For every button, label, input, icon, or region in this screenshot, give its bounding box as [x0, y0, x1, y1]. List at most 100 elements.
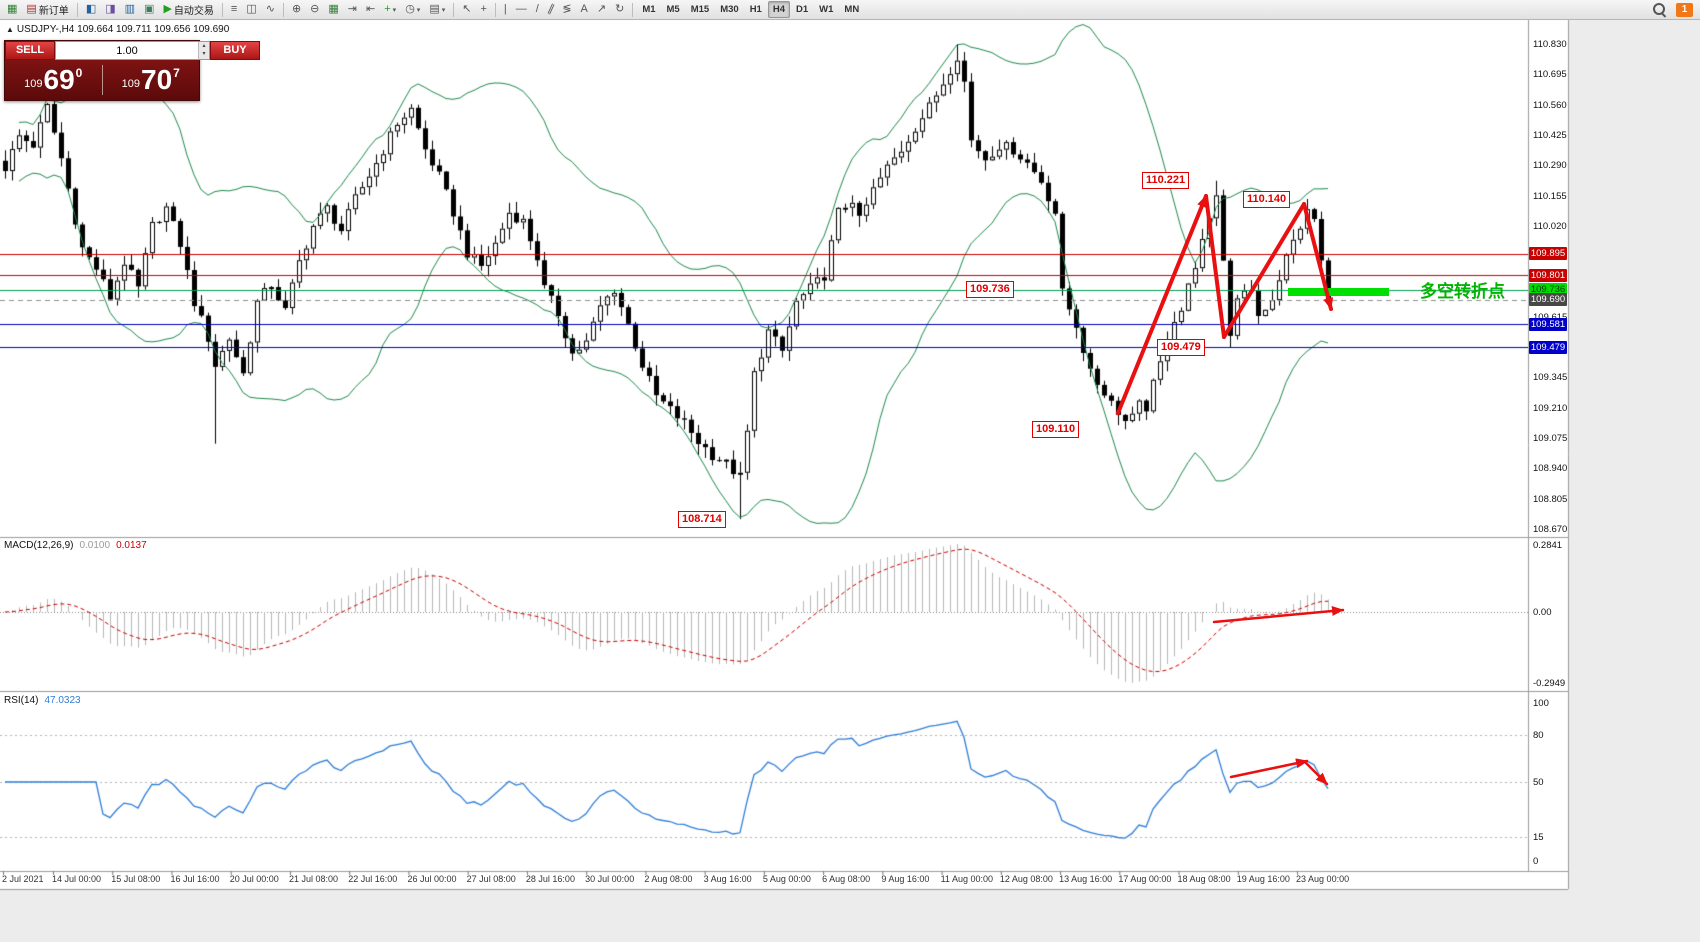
- crosshair-button[interactable]: +: [476, 1, 490, 18]
- timeframe-h1-button[interactable]: H1: [745, 1, 767, 18]
- notification-badge[interactable]: 1: [1676, 2, 1693, 17]
- sell-price-sup: 0: [75, 66, 83, 80]
- rsi-name: RSI(14): [4, 695, 39, 706]
- new-order-button-label: 新订单: [38, 6, 69, 17]
- trendline-button[interactable]: /: [532, 1, 543, 18]
- indicators-button[interactable]: + ▾: [380, 1, 400, 18]
- time-axis-label: 19 Aug 16:00: [1236, 874, 1290, 884]
- zoom-out-button[interactable]: ⊖: [306, 1, 323, 18]
- price-scale-tick: 110.155: [1533, 190, 1567, 202]
- cursor-icon: ↖: [462, 3, 472, 15]
- text-button[interactable]: A: [577, 1, 592, 18]
- sell-price-display[interactable]: 109 69 0: [5, 65, 102, 95]
- price-tag: 109.479: [1529, 340, 1567, 354]
- timeframe-m1-button[interactable]: M1: [637, 1, 660, 18]
- rsi-scale-tick: 100: [1533, 698, 1549, 709]
- price-scale-tick: 108.670: [1533, 524, 1568, 535]
- sell-price-prefix: 109: [24, 78, 43, 90]
- caret-down-icon: ▾: [441, 6, 446, 14]
- navigator-button[interactable]: ▥: [121, 1, 139, 18]
- text-icon: A: [580, 3, 588, 15]
- buy-price-display[interactable]: 109 70 7: [103, 65, 200, 95]
- volume-stepper[interactable]: ▴▾: [55, 41, 210, 60]
- new-order-button[interactable]: ▤ 新订单: [22, 1, 72, 18]
- zoom-in-icon: ⊕: [291, 3, 302, 15]
- time-axis-label: 18 Aug 08:00: [1177, 874, 1231, 884]
- cursor-button[interactable]: ↖: [458, 1, 475, 18]
- zoom-in-button[interactable]: ⊕: [288, 1, 305, 18]
- channel-button[interactable]: ∥: [544, 1, 558, 18]
- data-window-button[interactable]: ◨: [101, 1, 119, 18]
- time-axis-label: 16 Jul 16:00: [170, 874, 220, 884]
- timeframe-mn-button[interactable]: MN: [839, 1, 864, 18]
- fibonacci-button[interactable]: ≶: [558, 1, 575, 18]
- turning-point-highlight-bar: [1288, 288, 1389, 296]
- buy-button[interactable]: BUY: [210, 41, 260, 60]
- price-tag: 109.690: [1529, 293, 1567, 307]
- bar-chart-button[interactable]: ≡: [227, 1, 241, 18]
- time-axis-label: 13 Aug 16:00: [1059, 874, 1113, 884]
- macd-scale-tick: -0.2949: [1533, 678, 1566, 689]
- price-annotation: 108.714: [678, 511, 726, 528]
- candlestick-chart-button[interactable]: ◫: [242, 1, 260, 18]
- caret-down-icon: ▾: [416, 6, 421, 14]
- rsi-scale-tick: 50: [1533, 777, 1544, 788]
- macd-main-value: 0.0100: [79, 540, 111, 551]
- tile-windows-button[interactable]: ▦: [324, 1, 342, 18]
- terminal-button[interactable]: ▣: [140, 1, 158, 18]
- price-tag: 109.736: [1529, 283, 1567, 297]
- ohlc-text: USDJPY-,H4 109.664 109.711 109.656 109.6…: [16, 24, 230, 35]
- sell-price-big: 69: [43, 64, 75, 95]
- toolbar-separator: [282, 2, 284, 17]
- time-axis-label: 21 Jul 08:00: [288, 874, 338, 884]
- spin-down-icon[interactable]: ▾: [202, 51, 206, 57]
- time-axis-label: 28 Jul 16:00: [525, 874, 575, 884]
- symbol-marker-icon: ▲: [6, 25, 14, 34]
- zoom-out-icon: ⊖: [310, 3, 320, 15]
- time-axis-label: 2 Jul 2021: [2, 874, 44, 884]
- time-axis-label: 2 Aug 08:00: [644, 874, 693, 884]
- line-chart-button[interactable]: ∿: [262, 1, 279, 18]
- spin-up-icon[interactable]: ▴: [202, 43, 206, 49]
- horizontal-line-button[interactable]: —: [512, 1, 531, 18]
- new-chart-button[interactable]: ▦: [3, 1, 21, 18]
- vertical-line-button[interactable]: |: [500, 1, 511, 18]
- price-scale[interactable]: 110.830 110.695 110.560 110.425 110.290 110.1…: [1528, 20, 1568, 870]
- timeframe-m30-button[interactable]: M30: [715, 1, 743, 18]
- market-watch-button[interactable]: ◧: [82, 1, 100, 18]
- time-axis-label: 26 Jul 00:00: [407, 874, 457, 884]
- timeframe-w1-button[interactable]: W1: [814, 1, 838, 18]
- sell-button[interactable]: SELL: [5, 41, 55, 60]
- caret-down-icon: ▾: [392, 6, 397, 14]
- price-annotation: 109.479: [1157, 339, 1205, 356]
- macd-scale-tick: 0.2841: [1533, 540, 1563, 551]
- arrows-icon: ↗: [596, 3, 607, 15]
- cycles-button[interactable]: ↻: [611, 1, 628, 18]
- bar-chart-icon: ≡: [230, 3, 238, 15]
- timeframe-m15-button[interactable]: M15: [686, 1, 714, 18]
- timeframe-h4-button[interactable]: H4: [767, 1, 790, 18]
- auto-scroll-icon: ⇥: [347, 3, 358, 15]
- timeframe-m5-button[interactable]: M5: [662, 1, 685, 18]
- volume-input[interactable]: [56, 42, 198, 59]
- indicators-icon: +: [384, 3, 391, 15]
- toolbar: ▦ ▤ 新订单 ◧ ◨ ▥ ▣ ▶ 自动交易 ≡ ◫ ∿ ⊕ ⊖ ▦ ⇥ ⇤ + ▾ ◷ ▾ ▤ ▾ ↖ + | — / ∥ ≶ A ↗ ↻ M1…: [0, 0, 1700, 20]
- price-scale-tick: 109.615: [1533, 312, 1567, 323]
- arrows-button[interactable]: ↗: [593, 1, 610, 18]
- periods-button[interactable]: ◷ ▾: [401, 1, 424, 18]
- templates-button[interactable]: ▤ ▾: [425, 1, 449, 18]
- price-divider: [101, 65, 103, 95]
- search-icon[interactable]: [1653, 3, 1666, 16]
- periods-icon: ◷: [405, 3, 415, 15]
- price-scale-tick: 110.695: [1533, 69, 1567, 81]
- time-axis-label: 27 Jul 08:00: [466, 874, 516, 884]
- chart-shift-button[interactable]: ⇤: [362, 1, 379, 18]
- price-scale-tick: 109.075: [1533, 433, 1568, 445]
- auto-scroll-button[interactable]: ⇥: [344, 1, 361, 18]
- volume-spin-buttons[interactable]: ▴ ▾: [198, 42, 209, 59]
- auto-trading-button[interactable]: ▶ 自动交易: [159, 1, 217, 18]
- time-axis[interactable]: 2 Jul 2021 14 Jul 00:00 15 Jul 08:00 16 Jul…: [0, 871, 1528, 889]
- timeframe-d1-button[interactable]: D1: [791, 1, 813, 18]
- rsi-indicator-label: RSI(14) 47.0323: [4, 695, 81, 706]
